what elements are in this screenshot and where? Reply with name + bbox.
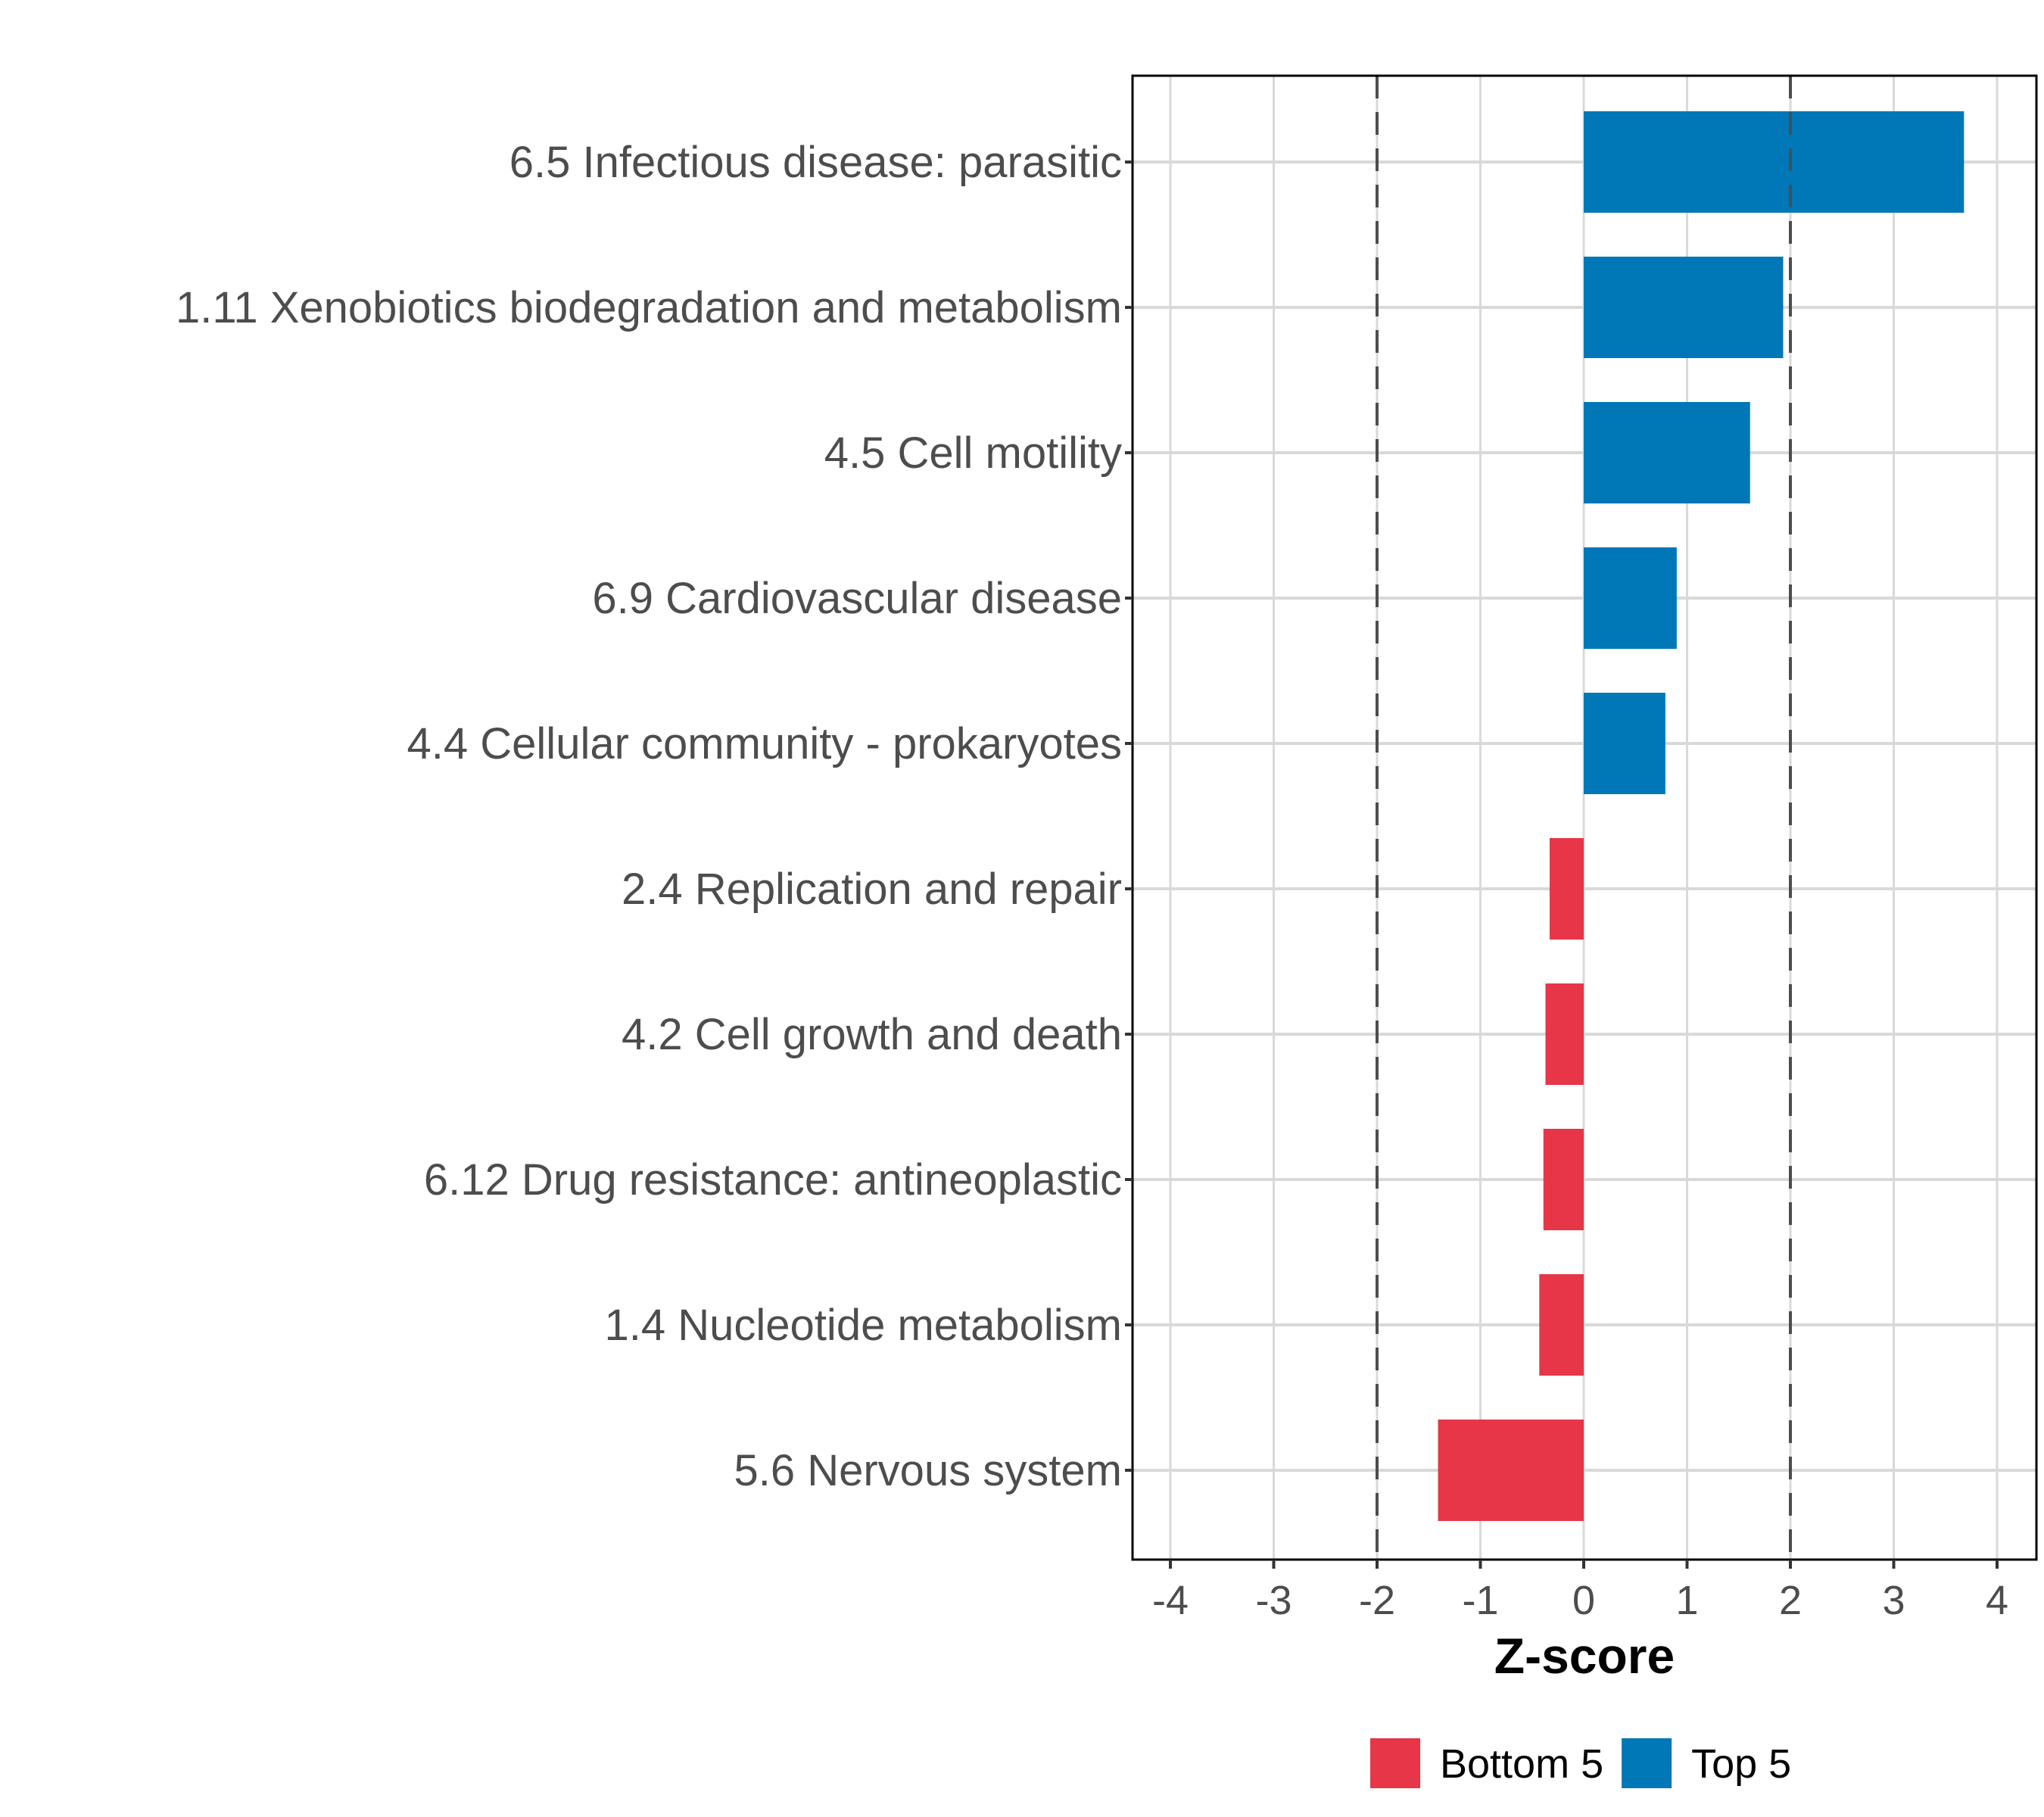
bar-6 [1549, 838, 1584, 940]
bar-10 [1438, 1420, 1584, 1521]
x-tick-label: 1 [1675, 1578, 1698, 1623]
x-axis-title: Z-score [1494, 1628, 1675, 1684]
bar-3 [1584, 402, 1750, 503]
x-tick-label: -1 [1462, 1578, 1498, 1623]
bar-5 [1584, 693, 1665, 794]
y-tick-label: 5.6 Nervous system [734, 1446, 1122, 1495]
bar-9 [1539, 1274, 1584, 1376]
y-axis-ticks [1125, 161, 1133, 1472]
x-tick-label: -4 [1152, 1578, 1189, 1623]
legend-label: Top 5 [1691, 1741, 1791, 1787]
bar-4 [1584, 547, 1677, 649]
y-tick-label: 2.4 Replication and repair [622, 865, 1122, 914]
x-tick-label: 3 [1882, 1578, 1905, 1623]
bars [1438, 111, 1965, 1521]
bar-7 [1545, 983, 1584, 1085]
y-tick-label: 4.5 Cell motility [824, 429, 1122, 478]
legend-swatch [1622, 1738, 1672, 1788]
reference-lines [1376, 76, 1792, 1560]
legend-swatch [1370, 1738, 1420, 1788]
y-tick-label: 1.4 Nucleotide metabolism [605, 1301, 1122, 1350]
y-tick-label: 4.4 Cellular community - prokaryotes [407, 719, 1122, 768]
bar-1 [1584, 111, 1965, 213]
x-tick-label: -3 [1255, 1578, 1292, 1623]
y-tick-label: 1.11 Xenobiotics biodegradation and meta… [176, 283, 1122, 332]
x-tick-label: 4 [1986, 1578, 2008, 1623]
x-tick-label: 0 [1572, 1578, 1595, 1623]
x-tick-label: -2 [1359, 1578, 1395, 1623]
x-tick-label: 2 [1779, 1578, 1802, 1623]
bar-2 [1584, 257, 1784, 358]
x-axis-labels: -4 -3 -2 -1 0 1 2 3 4 [1152, 1578, 2008, 1623]
x-axis-ticks [1169, 1560, 1999, 1569]
y-axis-labels: 6.5 Infectious disease: parasitic 1.11 Xe… [176, 138, 1122, 1495]
y-tick-label: 4.2 Cell growth and death [622, 1010, 1122, 1059]
y-tick-label: 6.12 Drug resistance: antineoplastic [424, 1155, 1122, 1205]
bar-8 [1543, 1129, 1584, 1230]
legend: Bottom 5 Top 5 [1370, 1738, 1791, 1788]
y-tick-label: 6.9 Cardiovascular disease [592, 574, 1122, 623]
y-tick-label: 6.5 Infectious disease: parasitic [509, 138, 1122, 187]
legend-label: Bottom 5 [1440, 1741, 1603, 1787]
